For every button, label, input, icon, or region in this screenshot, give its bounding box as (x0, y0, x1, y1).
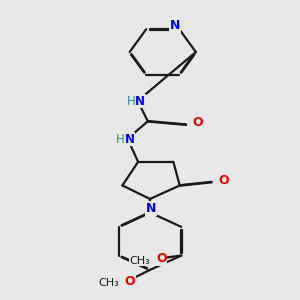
Text: N: N (170, 20, 180, 32)
Text: O: O (125, 275, 135, 288)
Text: N: N (135, 94, 145, 107)
Text: O: O (218, 174, 229, 187)
Text: N: N (146, 202, 156, 215)
Text: CH₃: CH₃ (130, 256, 150, 266)
Text: H: H (116, 133, 125, 146)
Text: N: N (124, 133, 135, 146)
Text: O: O (156, 252, 166, 266)
Text: H: H (127, 94, 135, 107)
Text: O: O (193, 116, 203, 130)
Text: CH₃: CH₃ (98, 278, 119, 288)
